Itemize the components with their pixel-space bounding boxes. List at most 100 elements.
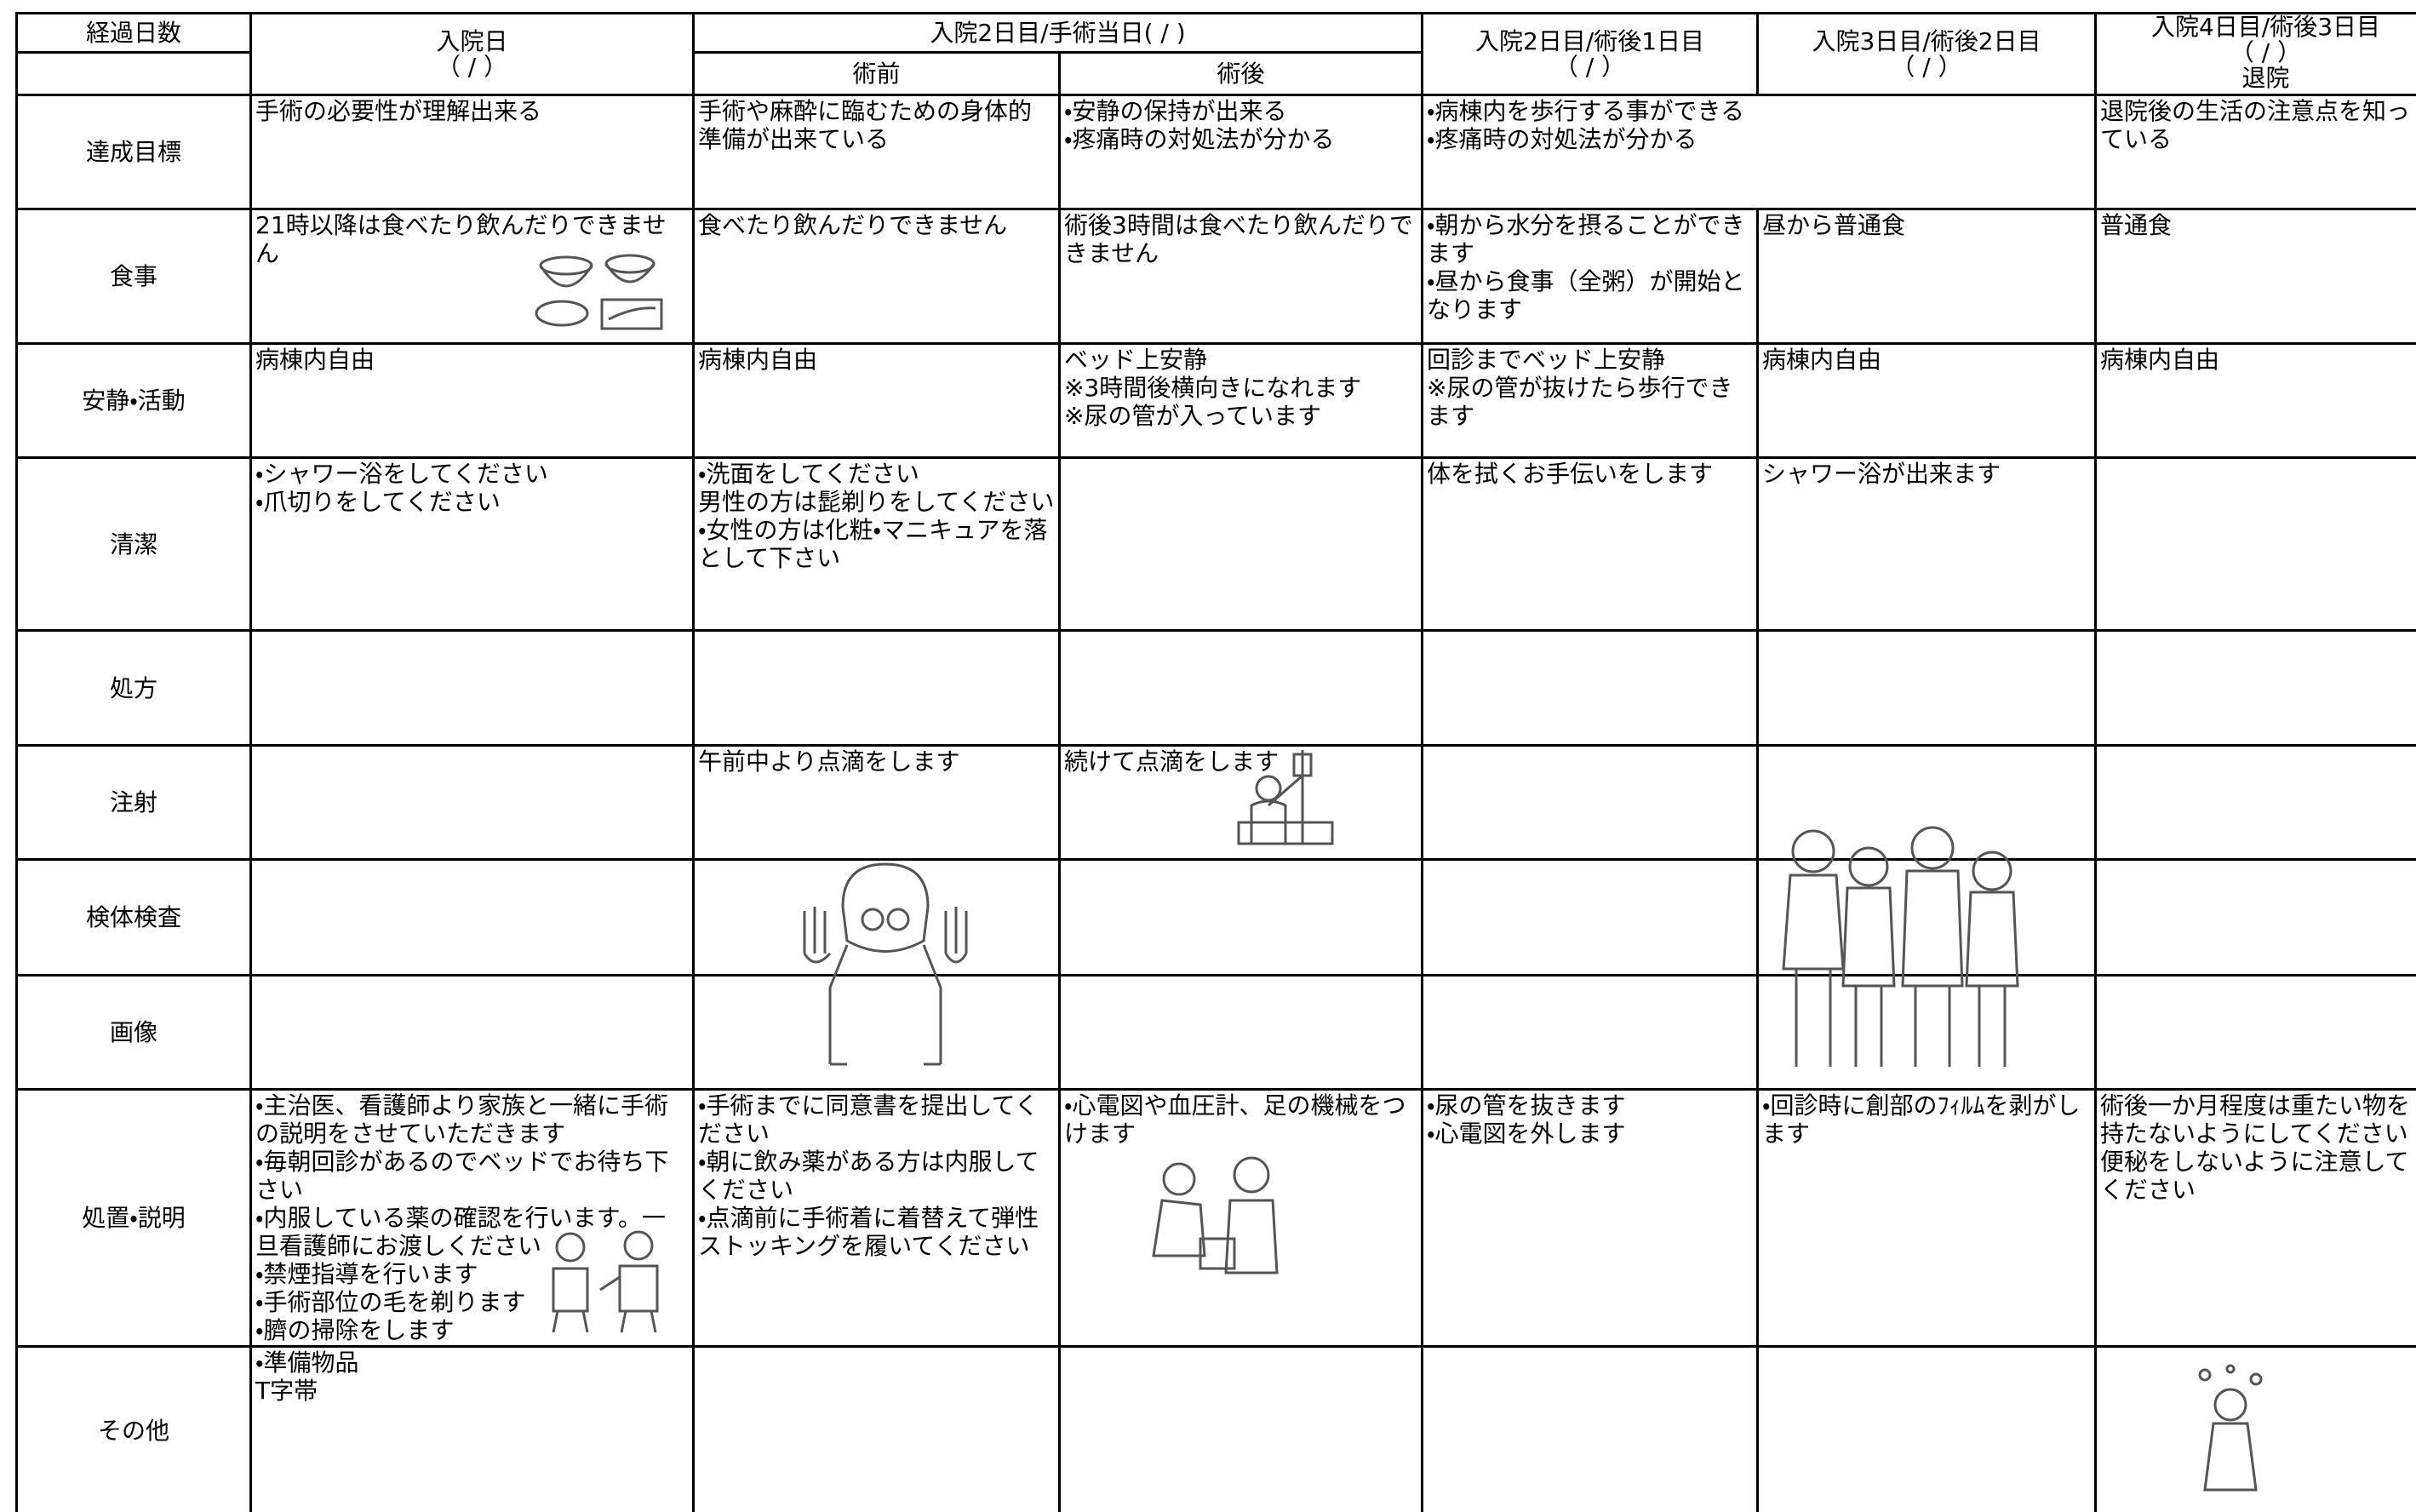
table-cell [249, 974, 695, 1091]
cell-line: 続けて点滴をします [1064, 747, 1280, 776]
days-label: 経過日数 [15, 12, 252, 54]
table-cell: 病棟内自由 [692, 342, 1061, 459]
table-cell [692, 974, 1061, 1091]
table-cell: 昼から普通食 [1756, 208, 2097, 345]
cell-line: 昼から普通食 [1762, 211, 1906, 240]
row-label: 清潔 [15, 456, 252, 632]
cell-line: ・手術までに同意書を提出してください [698, 1091, 1039, 1148]
cell-line: ・昼から食事（全粥）が開始となります [1427, 267, 1745, 324]
table-cell [1756, 744, 2097, 861]
table-row: 処方 [15, 629, 2416, 747]
cell-line: ・女性の方は化粧・マニキュアを落として下さい [698, 516, 1048, 572]
table-row: 食事 21時以降は食べたり飲んだりできません 食べたり飲んだりできません 術後3時間は… [15, 208, 2416, 345]
cell-line: ・準備物品 [255, 1349, 359, 1377]
cell-line: 手術や麻酔に臨むための身体的準備が出来ている [698, 97, 1033, 154]
cell-line: 退院後の生活の注意点を知っている [2100, 97, 2411, 154]
cell-line: ・疼痛時の対処法が分かる [1064, 125, 1335, 153]
table-row: その他 ・準備物品 T字帯 [15, 1345, 2416, 1512]
row-label: 食事 [15, 208, 252, 345]
cell-line: 手術の必要性が理解出来る [255, 97, 542, 126]
cell-line: ※尿の管が抜けたら歩行できます [1427, 374, 1733, 430]
surgeon-illustration [803, 862, 968, 1066]
table-row: 安静・活動 病棟内自由 病棟内自由 ベッド上安静 ※3時間後横向きになれます ※尿の管が入… [15, 342, 2416, 459]
cell-line: ・点滴前に手術着に着替えて弾性ストッキングを履いてください [698, 1204, 1039, 1260]
table-cell [1756, 629, 2097, 747]
table-cell [1421, 1345, 1759, 1512]
cell-line: 病棟内自由 [698, 346, 818, 375]
row-label: 処置・説明 [15, 1088, 252, 1348]
table-cell: ・尿の管を抜きます ・心電図を外します [1421, 1088, 1759, 1348]
iv-illustration [1237, 750, 1334, 845]
table-cell [2094, 629, 2416, 747]
table-cell: 術後3時間は食べたり飲んだりできません [1058, 208, 1423, 345]
table-cell: 食べたり飲んだりできません [692, 208, 1061, 345]
table-cell [1421, 858, 1759, 976]
table-cell: ・心電図や血圧計、足の機械をつけます [1058, 1088, 1423, 1348]
header-cell: 入院日（ / ） [249, 12, 695, 96]
header-cell: 入院2日目/術後1日目（ / ） [1421, 12, 1759, 96]
table-cell: 普通食 [2094, 208, 2416, 345]
row-label: 達成目標 [15, 94, 252, 210]
table-cell: 術後一か月程度は重たい物を持たないようにしてください 便秘をしないように注意してく… [2094, 1088, 2416, 1348]
table-cell: 21時以降は食べたり飲んだりできません [249, 208, 695, 345]
cell-line: 男性の方は髭剃りをしてください [698, 488, 1055, 516]
table-cell [1058, 629, 1423, 747]
table-cell: ・洗面をしてください 男性の方は髭剃りをしてください ・女性の方は化粧・マニキュアを… [692, 456, 1061, 632]
cell-line: 術後3時間は食べたり飲んだりできません [1064, 211, 1413, 268]
cell-line: ※3時間後横向きになれます [1064, 374, 1362, 402]
cell-line: ・心電図や血圧計、足の機械をつけます [1064, 1091, 1406, 1148]
table-cell [2094, 456, 2416, 632]
cell-line: ・洗面をしてください [698, 460, 919, 489]
cell-line: 便秘をしないように注意してください [2100, 1148, 2409, 1204]
cell-line: ・朝から水分を摂ることができます [1427, 211, 1745, 268]
cell-line: 食べたり飲んだりできません [698, 211, 1008, 240]
cell-line: 病棟内自由 [255, 346, 375, 375]
row-label: 画像 [15, 974, 252, 1091]
cell-line: 術後一か月程度は重たい物を持たないようにしてください [2100, 1091, 2411, 1148]
cell-line: 病棟内自由 [1762, 346, 1882, 375]
table-row: 清潔 ・シャワー浴をしてください ・爪切りをしてください ・洗面をしてください 男性の方… [15, 456, 2416, 632]
table-cell [1421, 744, 1759, 861]
row-label: その他 [15, 1345, 252, 1512]
cell-line: ・尿の管を抜きます [1427, 1091, 1626, 1120]
table-cell [2094, 974, 2416, 1091]
table-cell: 手術の必要性が理解出来る [249, 94, 695, 210]
header-cell: 入院2日目/手術当日( / ) [692, 12, 1423, 54]
cell-line: 回診までベッド上安静 [1427, 346, 1666, 375]
header-sub: 術前 [692, 51, 1061, 96]
header-sub: 術後 [1058, 51, 1423, 96]
staff-illustration [1782, 826, 2019, 1067]
table-cell [692, 858, 1061, 976]
table-cell: 病棟内自由 [249, 342, 695, 459]
cell-line: 21時以降は食べたり飲んだりできません [255, 211, 667, 268]
table-cell: 午前中より点滴をします [692, 744, 1061, 861]
table-cell: 続けて点滴をします [1058, 744, 1423, 861]
table-cell [1421, 974, 1759, 1091]
cell-line: ・毎朝回診があるのでベッドでお待ち下さい [255, 1148, 669, 1204]
cell-line: ・禁煙指導を行います [255, 1260, 478, 1288]
cell-line: 午前中より点滴をします [698, 747, 960, 776]
table-cell [2094, 858, 2416, 976]
table-cell: 病棟内自由 [1756, 342, 2097, 459]
table-cell [249, 858, 695, 976]
table-cell [1058, 974, 1423, 1091]
table-cell [692, 629, 1061, 747]
table-cell [2094, 744, 2416, 861]
cell-line: 病棟内自由 [2100, 346, 2220, 375]
header-blank [15, 51, 252, 96]
table-cell [1756, 858, 2097, 976]
table-row: 達成目標 手術の必要性が理解出来る 手術や麻酔に臨むための身体的準備が出来ている ・安… [15, 94, 2416, 210]
cell-line: T字帯 [255, 1377, 318, 1405]
cell-line: ・朝に飲み薬がある方は内服してください [698, 1148, 1039, 1204]
table-cell: 回診までベッド上安静 ※尿の管が抜けたら歩行できます [1421, 342, 1759, 459]
row-label: 処方 [15, 629, 252, 747]
cell-line: シャワー浴が出来ます [1762, 460, 2001, 489]
ecg-illustration [1152, 1156, 1279, 1274]
table-cell: ベッド上安静 ※3時間後横向きになれます ※尿の管が入っています [1058, 342, 1423, 459]
header-cell: 入院4日目/術後3日目（ / ）退院 [2094, 12, 2416, 96]
cell-line: ・爪切りをしてください [255, 488, 501, 516]
cell-line: ・臍の掃除をします [255, 1316, 455, 1344]
table-cell [249, 744, 695, 861]
table-cell: ・朝から水分を摂ることができます ・昼から食事（全粥）が開始となります [1421, 208, 1759, 345]
